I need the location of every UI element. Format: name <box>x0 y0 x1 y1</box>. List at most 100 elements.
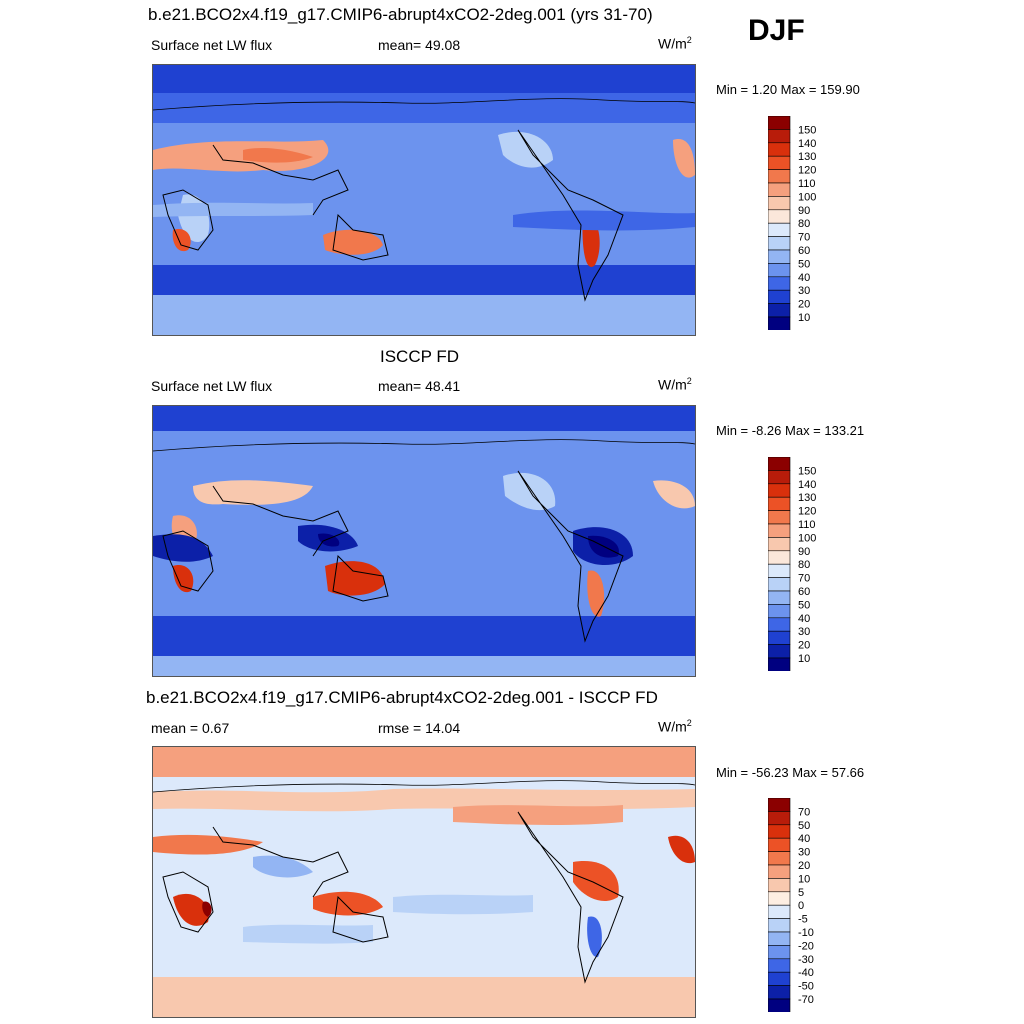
colorbar-tick-label: 50 <box>798 258 810 270</box>
panel3-title: b.e21.BCO2x4.f19_g17.CMIP6-abrupt4xCO2-2… <box>146 688 658 707</box>
colorbar-tick-label: 20 <box>798 860 810 872</box>
panel2-mean-label: mean= 48.41 <box>378 378 461 394</box>
panel3-minmax: Min = -56.23 Max = 57.66 <box>716 765 865 780</box>
colorbar-tick-label: 100 <box>798 532 816 544</box>
colorbar-swatch <box>767 182 791 197</box>
colorbar-swatch <box>767 155 791 170</box>
panel2-unit-label: W/m2 <box>658 376 692 393</box>
colorbar-swatch <box>767 891 791 906</box>
colorbar-swatch <box>767 276 791 291</box>
colorbar-swatch <box>767 904 791 919</box>
colorbar-tick-label: 40 <box>798 272 810 284</box>
panel3-unit-label: W/m2 <box>658 718 692 735</box>
panel3-mean-label: mean = 0.67 <box>151 720 230 736</box>
colorbar-swatch <box>767 169 791 184</box>
colorbar-tick-label: -30 <box>798 954 814 966</box>
colorbar-swatch <box>767 985 791 1000</box>
colorbar-swatch <box>767 644 791 659</box>
panel1-map-field <box>153 65 695 335</box>
colorbar-tick-label: 20 <box>798 299 810 311</box>
colorbar-swatch <box>767 577 791 592</box>
colorbar-swatch <box>767 797 791 812</box>
colorbar-tick-label: 140 <box>798 479 816 491</box>
colorbar-swatch <box>767 617 791 632</box>
panel2-variable-label: Surface net LW flux <box>151 378 273 394</box>
panel3-map-field <box>153 747 695 1017</box>
colorbar-tick-label: 80 <box>798 218 810 230</box>
season-label: DJF <box>748 14 805 47</box>
colorbar-tick-label: 130 <box>798 151 816 163</box>
colorbar-tick-label: 10 <box>798 653 810 665</box>
colorbar-swatch <box>767 496 791 511</box>
colorbar-swatch <box>767 971 791 986</box>
panel1-mean-label: mean= 49.08 <box>378 37 461 53</box>
colorbar-swatch <box>767 811 791 826</box>
colorbar-tick-label: 60 <box>798 586 810 598</box>
colorbar-swatch <box>767 483 791 498</box>
colorbar-swatch <box>767 630 791 645</box>
colorbar-tick-label: -40 <box>798 967 814 979</box>
colorbar-swatch <box>767 263 791 278</box>
colorbar-tick-label: 150 <box>798 465 816 477</box>
colorbar-swatch <box>767 851 791 866</box>
colorbar-tick-label: -5 <box>798 914 808 926</box>
panel2-minmax: Min = -8.26 Max = 133.21 <box>716 423 865 438</box>
panel1-minmax: Min = 1.20 Max = 159.90 <box>716 82 860 97</box>
colorbar-swatch <box>767 864 791 879</box>
panel1-colorbar: 150 140 130 120 110 100 90 80 70 60 50 40 30 20 10 <box>767 115 878 335</box>
colorbar-swatch <box>767 142 791 157</box>
colorbar-tick-label: -70 <box>798 994 814 1006</box>
colorbar-swatch <box>767 115 791 130</box>
panel3-colorbar: 70 50 40 30 20 10 5 0 -5 -10 -20 -30 -40 -50 -70 <box>767 797 878 1017</box>
colorbar-swatch <box>767 289 791 304</box>
colorbar-swatch <box>767 209 791 224</box>
panel3-map <box>152 746 696 1018</box>
colorbar-swatch <box>767 824 791 839</box>
colorbar-swatch <box>767 470 791 485</box>
panel2-colorbar: 150 140 130 120 110 100 90 80 70 60 50 40 30 20 10 <box>767 456 878 676</box>
colorbar-tick-label: 70 <box>798 232 810 244</box>
colorbar-swatch <box>767 303 791 318</box>
colorbar-swatch <box>767 129 791 144</box>
colorbar-tick-label: 40 <box>798 833 810 845</box>
panel1-variable-label: Surface net LW flux <box>151 37 273 53</box>
colorbar-tick-label: 100 <box>798 191 816 203</box>
colorbar-tick-label: 130 <box>798 492 816 504</box>
colorbar-swatch <box>767 563 791 578</box>
colorbar-tick-label: 90 <box>798 205 810 217</box>
colorbar-tick-label: 140 <box>798 138 816 150</box>
colorbar-tick-label: 70 <box>798 806 810 818</box>
colorbar-swatch <box>767 945 791 960</box>
colorbar-tick-label: 80 <box>798 559 810 571</box>
colorbar-swatch <box>767 236 791 251</box>
colorbar-tick-label: 110 <box>798 178 816 190</box>
colorbar-tick-label: 70 <box>798 573 810 585</box>
colorbar-tick-label: 0 <box>798 900 804 912</box>
colorbar-tick-label: -50 <box>798 981 814 993</box>
panel1-title: b.e21.BCO2x4.f19_g17.CMIP6-abrupt4xCO2-2… <box>148 5 653 24</box>
colorbar-tick-label: 110 <box>798 519 816 531</box>
colorbar-swatch <box>767 249 791 264</box>
colorbar-swatch <box>767 998 791 1013</box>
colorbar-tick-label: 10 <box>798 312 810 324</box>
colorbar-swatch <box>767 316 791 331</box>
colorbar-tick-label: 60 <box>798 245 810 257</box>
colorbar-tick-label: -10 <box>798 927 814 939</box>
colorbar-swatch <box>767 222 791 237</box>
panel1-map <box>152 64 696 336</box>
colorbar-tick-label: 30 <box>798 626 810 638</box>
colorbar-swatch <box>767 537 791 552</box>
colorbar-tick-label: 20 <box>798 640 810 652</box>
colorbar-swatch <box>767 510 791 525</box>
colorbar-swatch <box>767 590 791 605</box>
colorbar-tick-label: 120 <box>798 165 816 177</box>
colorbar-tick-label: 10 <box>798 873 810 885</box>
colorbar-tick-label: 40 <box>798 613 810 625</box>
colorbar-tick-label: 30 <box>798 847 810 859</box>
colorbar-tick-label: 50 <box>798 599 810 611</box>
colorbar-swatch <box>767 837 791 852</box>
colorbar-tick-label: 120 <box>798 506 816 518</box>
colorbar-swatch <box>767 958 791 973</box>
